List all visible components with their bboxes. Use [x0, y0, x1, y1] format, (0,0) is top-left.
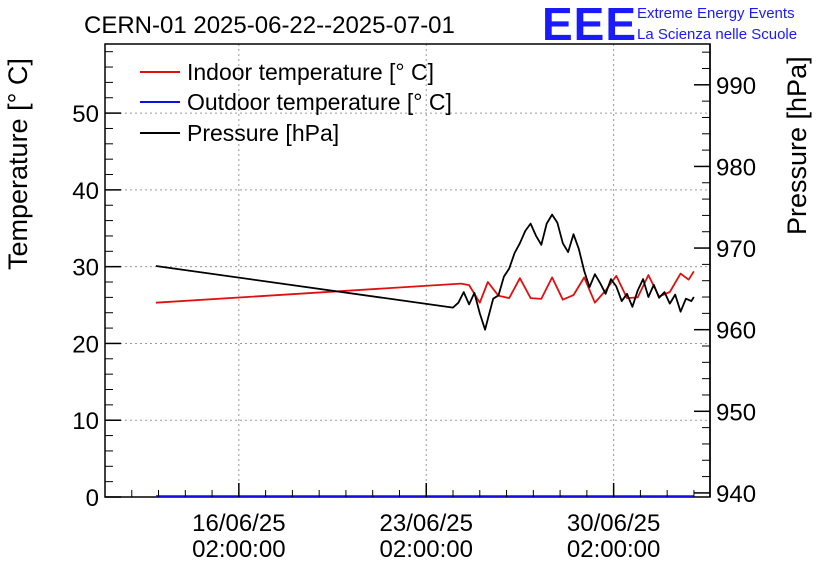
legend-label-1: Outdoor temperature [° C]	[187, 89, 452, 115]
chart-title: CERN-01 2025-06-22--2025-07-01	[84, 12, 455, 39]
axes-layer: 0102030405016/06/2502:00:0023/06/2502:00…	[72, 44, 756, 563]
y2-tick-label: 950	[716, 399, 756, 426]
logo-line-1: Extreme Energy Events	[637, 5, 795, 22]
y2-tick-label: 940	[716, 481, 756, 508]
grid	[105, 44, 710, 497]
y-tick-label: 20	[72, 331, 99, 358]
x-tick-time: 02:00:00	[192, 536, 285, 563]
y-axis-title: Temperature [° C]	[3, 58, 33, 270]
x-tick-time: 02:00:00	[567, 536, 660, 563]
y2-tick-label: 980	[716, 154, 756, 181]
y2-tick-label: 960	[716, 318, 756, 345]
y-tick-label: 0	[86, 485, 99, 512]
series-line-2	[155, 213, 695, 331]
legend-label-0: Indoor temperature [° C]	[187, 59, 434, 85]
y-tick-label: 50	[72, 101, 99, 128]
x-tick-date: 23/06/25	[380, 510, 473, 537]
logo-letters: EEE	[542, 0, 637, 50]
legend-label-2: Pressure [hPa]	[187, 120, 339, 146]
series-line-0	[155, 270, 695, 304]
y-tick-label: 40	[72, 178, 99, 205]
eee-logo: EEE Extreme Energy Events La Scienza nel…	[542, 0, 797, 50]
y-tick-label: 10	[72, 408, 99, 435]
y-tick-label: 30	[72, 255, 99, 282]
x-tick-time: 02:00:00	[380, 536, 473, 563]
y2-tick-label: 990	[716, 73, 756, 100]
x-tick-date: 16/06/25	[192, 510, 285, 537]
x-tick-date: 30/06/25	[567, 510, 660, 537]
legend: Indoor temperature [° C] Outdoor temperat…	[140, 59, 452, 146]
y2-tick-label: 970	[716, 236, 756, 263]
series-layer	[155, 213, 695, 498]
y2-axis-title: Pressure [hPa]	[782, 56, 812, 235]
logo-line-2: La Scienza nelle Scuole	[637, 26, 797, 43]
